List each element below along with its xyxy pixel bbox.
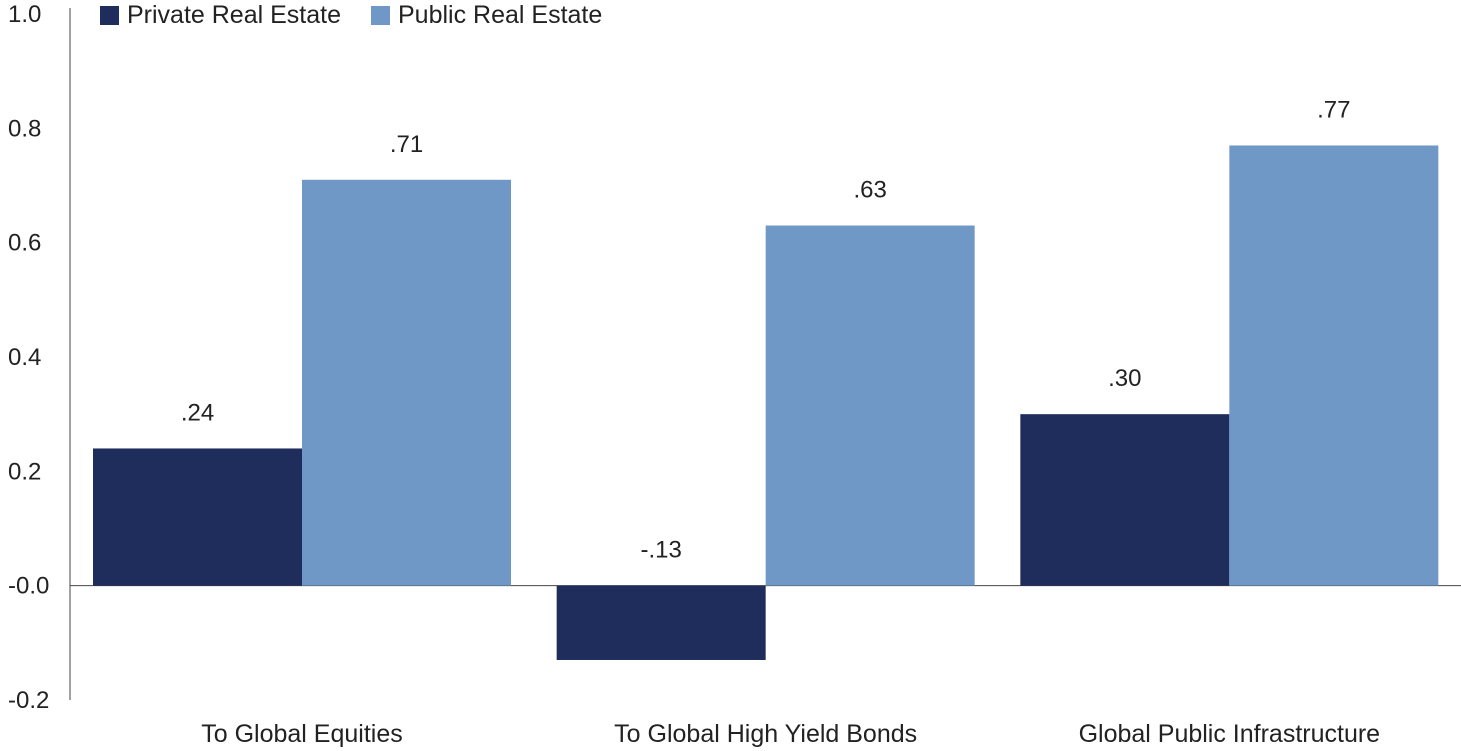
data-label: .24 — [181, 399, 214, 426]
legend-label-public: Public Real Estate — [398, 0, 603, 29]
y-tick-label: 0.4 — [8, 344, 41, 371]
data-label: .71 — [390, 131, 423, 158]
category-label: To Global High Yield Bonds — [614, 720, 917, 748]
bar-private — [556, 585, 766, 660]
bar-public — [1229, 145, 1439, 586]
legend-item-public-real-estate: Public Real Estate — [371, 1, 602, 30]
data-label: .63 — [853, 177, 886, 204]
chart-legend: Private Real Estate Public Real Estate — [100, 0, 602, 30]
y-tick-label: 1.0 — [8, 1, 41, 28]
data-label: .77 — [1317, 96, 1350, 123]
bar-private — [1020, 414, 1230, 586]
bar-public — [302, 179, 511, 586]
bar-private — [93, 448, 302, 586]
legend-item-private-real-estate: Private Real Estate — [100, 1, 341, 30]
y-tick-label: -0.2 — [8, 687, 49, 714]
category-label: To Global Equities — [201, 720, 403, 748]
y-tick-label: -0.0 — [8, 573, 49, 600]
legend-label-private: Private Real Estate — [127, 0, 341, 29]
y-tick-label: 0.6 — [8, 230, 41, 257]
data-label: .30 — [1108, 365, 1141, 392]
legend-swatch-public — [371, 5, 390, 25]
legend-swatch-private — [100, 5, 119, 25]
category-label: Global Public Infrastructure — [1079, 720, 1381, 748]
y-tick-label: 0.8 — [8, 115, 41, 142]
y-tick-label: 0.2 — [8, 458, 41, 485]
data-label: -.13 — [640, 537, 681, 564]
bar-public — [765, 225, 975, 586]
